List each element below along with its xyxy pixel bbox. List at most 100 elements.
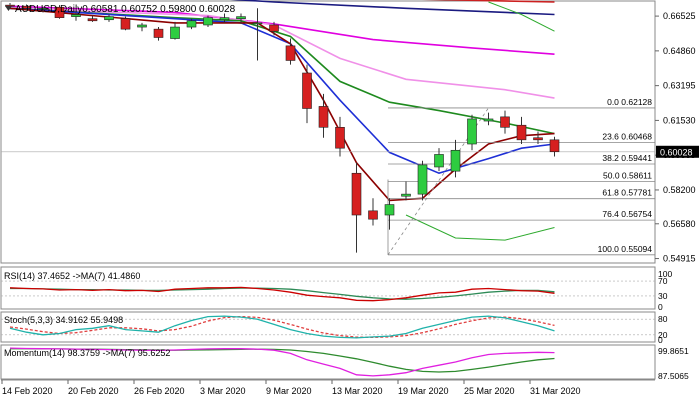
- candle: [450, 139, 461, 178]
- bollinger-lower-line: [405, 214, 555, 241]
- candle-body: [467, 118, 477, 145]
- candle-body: [450, 149, 461, 172]
- panel-tick-label: 20: [658, 330, 668, 340]
- moving-average-line: [229, 0, 555, 16]
- candle: [252, 8, 263, 61]
- candle: [203, 15, 213, 28]
- candle: [21, 4, 32, 11]
- candle: [269, 21, 279, 36]
- fib-level-label: 0.0 0.62128: [607, 97, 652, 107]
- candle-body: [384, 204, 395, 216]
- candle-body: [38, 7, 48, 10]
- panel-tick-label: 87.5065: [658, 371, 689, 381]
- candle: [500, 110, 510, 134]
- fib-level-label: 38.2 0.59441: [602, 153, 652, 163]
- candle: [87, 15, 98, 22]
- candle: [104, 14, 114, 22]
- price-axis: 0.665250.648600.631950.615300.598650.582…: [655, 11, 699, 264]
- candle-body: [285, 45, 296, 61]
- candle-body: [533, 137, 543, 141]
- momentum-line: [9, 347, 555, 377]
- candle: [285, 38, 296, 65]
- price-tick-label: 0.56580: [663, 219, 696, 229]
- panel-tick-label: 70: [658, 276, 668, 286]
- candle: [38, 7, 48, 13]
- candle-body: [153, 28, 164, 38]
- candle-body: [236, 16, 246, 20]
- rsi-line: [9, 286, 555, 302]
- stoch-label: Stoch(5,3,3) 34.9162 55.9498: [4, 315, 123, 325]
- candle-body: [21, 5, 32, 9]
- candle: [335, 116, 345, 157]
- price-tick-label: 0.54915: [663, 254, 696, 264]
- panel-tick-label: 100: [658, 269, 672, 279]
- candle-body: [401, 193, 411, 197]
- candle-body: [335, 127, 345, 149]
- panel-tick-label: 0: [658, 302, 663, 312]
- ohlc-readout: 0.60581 0.60752 0.59800 0.60028: [82, 4, 235, 15]
- candle-body: [434, 154, 444, 168]
- candle: [417, 160, 428, 201]
- candle: [120, 16, 131, 31]
- panel-tick-label: 99.8651: [658, 346, 689, 356]
- chart-header: AUDUSD,Daily0.60581 0.60752 0.59800 0.60…: [5, 4, 236, 15]
- candle: [401, 181, 411, 201]
- candle: [186, 18, 197, 30]
- rsi-label: RSI(14) 37.4652 ->MA(7) 41.4860: [4, 271, 140, 281]
- candle-body: [269, 24, 279, 32]
- date-axis: 14 Feb 2020 20 Feb 2020 26 Feb 2020 3 Mar 2…: [1, 379, 655, 396]
- stoch-d-line: [9, 315, 555, 339]
- candle-body: [483, 118, 494, 122]
- date-tick-label: 9 Mar 2020: [266, 386, 312, 396]
- candle-body: [120, 18, 131, 30]
- bollinger-upper-line: [488, 1, 555, 32]
- candle: [236, 13, 246, 24]
- fib-level-label: 23.6 0.60468: [602, 132, 652, 142]
- candle-body: [137, 24, 147, 28]
- momentum-panel-frame: [0, 344, 656, 380]
- date-tick-label: 14 Feb 2020: [2, 386, 53, 396]
- candle: [318, 93, 329, 138]
- price-tick-label: 0.58200: [663, 185, 696, 195]
- candle-body: [104, 16, 114, 21]
- moving-average-line: [421, 0, 555, 3]
- dropdown-arrow-icon[interactable]: [5, 6, 12, 11]
- candle: [351, 162, 362, 253]
- panel-tick-label: 80: [658, 314, 668, 324]
- fib-level-label: 61.8 0.57781: [602, 188, 652, 198]
- candle-body: [516, 124, 527, 141]
- candle: [54, 5, 65, 19]
- candle-body: [368, 210, 378, 220]
- candle: [516, 116, 527, 145]
- date-tick-label: 13 Mar 2020: [332, 386, 383, 396]
- fibonacci-levels: 0.0 0.62128 23.6 0.60468 38.2 0.59441 50.0 …: [1, 97, 655, 256]
- candle-body: [549, 139, 560, 153]
- price-tick-label: 0.63195: [663, 81, 696, 91]
- date-tick-label: 19 Mar 2020: [398, 386, 449, 396]
- current-price-tag: [656, 145, 699, 158]
- price-tick-label: 0.64860: [663, 46, 696, 56]
- candle: [434, 148, 444, 172]
- date-tick-label: 31 Mar 2020: [530, 386, 581, 396]
- candle-body: [71, 14, 81, 17]
- candle: [153, 27, 164, 41]
- fib-level-label: 50.0 0.58611: [603, 170, 652, 180]
- candle: [302, 64, 312, 124]
- stochastic-panel: 80 200 Stoch(5,3,3) 34.9162 55.9498: [0, 311, 668, 345]
- date-tick-label: 3 Mar 2020: [200, 386, 246, 396]
- candle: [170, 21, 180, 40]
- candle-body: [252, 22, 263, 25]
- current-price-label: 0.60028: [660, 147, 693, 157]
- moving-average-line: [9, 5, 555, 55]
- candle-body: [302, 72, 312, 109]
- price-tick-label: 0.66525: [663, 11, 696, 21]
- candle-body: [351, 172, 362, 216]
- candle: [71, 12, 81, 21]
- candle: [384, 198, 395, 230]
- date-tick-label: 20 Feb 2020: [68, 386, 119, 396]
- panel-tick-label: 30: [658, 291, 668, 301]
- candle: [219, 13, 230, 23]
- candle-body: [318, 106, 329, 128]
- candlesticks: [5, 3, 560, 253]
